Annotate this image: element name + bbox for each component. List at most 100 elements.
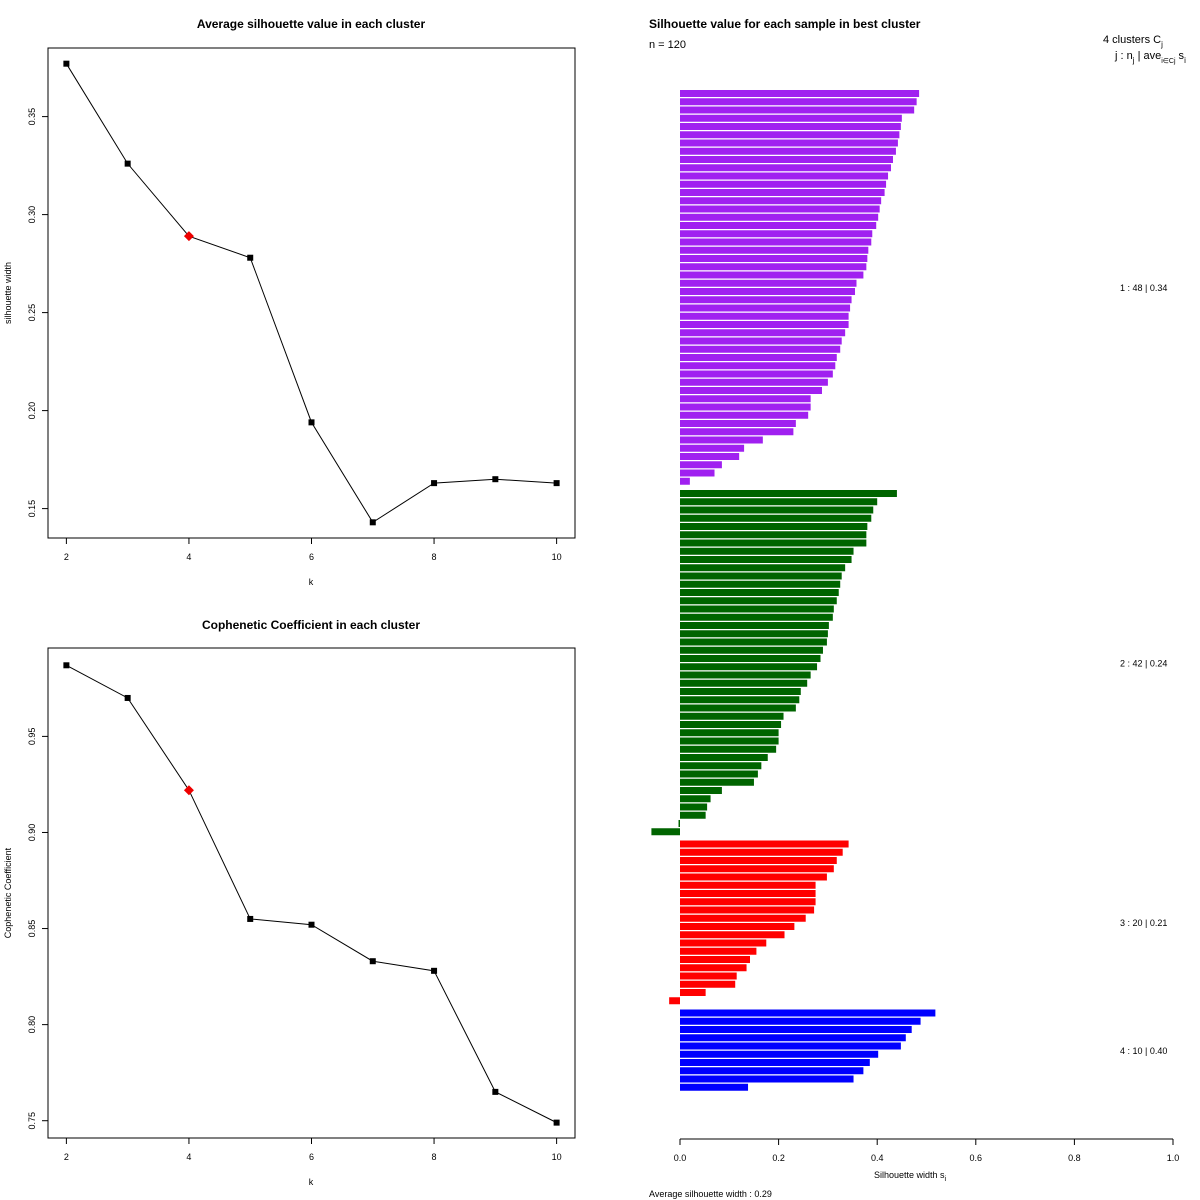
cluster-1-bar (680, 403, 811, 411)
cluster-3-bar (669, 997, 680, 1005)
y-tick-label: 0.35 (27, 108, 37, 126)
cluster-3-bar (680, 848, 843, 856)
chart-title: Cophenetic Coefficient in each cluster (202, 618, 420, 632)
silhouette-bar-chart: Silhouette value for each sample in best… (649, 17, 1186, 1199)
cluster-1-bar (680, 312, 849, 320)
x-tick-label: 0.4 (871, 1153, 884, 1163)
data-point (124, 160, 131, 167)
average-silhouette-label: Average silhouette width : 0.29 (649, 1189, 772, 1199)
plot-frame (47, 647, 576, 1139)
cluster-1-bar (680, 345, 841, 353)
cluster-3-bar (680, 947, 757, 955)
data-point (431, 480, 438, 487)
cluster-2-bar (680, 655, 821, 662)
x-tick-label: 0.0 (674, 1153, 687, 1163)
cluster-1-label: 1 : 48 | 0.34 (1120, 283, 1167, 293)
cluster-1-bar (680, 304, 851, 312)
cluster-1-bar (680, 453, 740, 460)
y-tick-label: 0.20 (27, 402, 37, 420)
cluster-1-bar (680, 387, 822, 394)
cluster-2-bar (680, 580, 841, 588)
cluster-1-bar (680, 172, 889, 180)
cluster-2-bar (680, 531, 867, 539)
x-axis-label: k (309, 577, 314, 587)
cluster-3-bar (680, 914, 806, 922)
cluster-3-bar (680, 865, 834, 873)
cluster-2-bar (680, 630, 828, 638)
x-tick-label: 4 (186, 552, 191, 562)
cluster-4-bar (680, 1009, 936, 1017)
y-tick-label: 0.30 (27, 206, 37, 224)
cophenetic-line-chart: Cophenetic Coefficient in each cluster k… (3, 618, 576, 1187)
data-point (63, 662, 70, 669)
cluster-1-bar (680, 477, 690, 485)
cluster-1-bar (680, 98, 917, 106)
cluster-2-bar (680, 688, 801, 695)
y-tick-label: 0.25 (27, 304, 37, 322)
cluster-1-bar (680, 230, 873, 238)
x-tick-label: 6 (309, 1152, 314, 1162)
x-tick-label: 0.2 (772, 1153, 785, 1163)
cluster-3-bar (680, 931, 785, 939)
cluster-2-bar (680, 663, 818, 671)
cluster-2-bar (680, 539, 867, 547)
cluster-1-bar (680, 197, 882, 205)
cluster-2-bar (680, 671, 811, 679)
cluster-2-bar (680, 646, 823, 654)
cluster-1-bar (680, 321, 849, 328)
cluster-2-bar (651, 828, 680, 836)
legend-header-clusters: 4 clusters Cj (1103, 34, 1163, 49)
cluster-4-bar (680, 1083, 749, 1091)
cluster-2-bar (680, 770, 758, 778)
data-point (369, 519, 376, 526)
y-tick-label: 0.80 (27, 1016, 37, 1034)
cluster-2-bar (680, 514, 872, 522)
cluster-1-bar (680, 222, 877, 229)
cluster-3-bar (680, 881, 816, 889)
cluster-3-bar (680, 890, 816, 897)
cluster-1-bar (680, 180, 887, 188)
cluster-2-bar (680, 745, 777, 753)
cluster-2-bar (680, 490, 897, 497)
cluster-1-bar (680, 271, 864, 279)
y-tick-label: 0.90 (27, 824, 37, 842)
cluster-1-bar (680, 139, 898, 147)
y-tick-label: 0.85 (27, 920, 37, 938)
x-tick-label: 2 (64, 1152, 69, 1162)
cluster-2-bar (680, 564, 846, 572)
cluster-3-label: 3 : 20 | 0.21 (1120, 918, 1167, 928)
cluster-3-bar (680, 857, 837, 864)
x-tick-label: 8 (432, 552, 437, 562)
cluster-1-bar (680, 288, 856, 295)
cluster-1-bar (680, 362, 836, 370)
cluster-2-bar (680, 704, 796, 712)
silhouette-line-chart: Average silhouette value in each cluster… (3, 17, 576, 587)
cluster-4-bar (680, 1059, 870, 1066)
cluster-3-bar (680, 923, 795, 930)
x-tick-label: 6 (309, 552, 314, 562)
cluster-1-bar (680, 131, 900, 139)
cluster-1-bar (680, 255, 868, 262)
highlight-point (183, 231, 194, 242)
cluster-2-bar (680, 523, 868, 530)
cluster-1-bar (680, 164, 892, 172)
cluster-2-bar (680, 795, 711, 803)
cluster-2-bar (680, 721, 782, 728)
x-axis-label: Silhouette width si (874, 1170, 947, 1183)
cluster-3-bar (680, 989, 706, 996)
y-axis-label: Cophenetic Coefficient (3, 847, 13, 938)
cluster-2-bar (680, 737, 779, 745)
cluster-1-bar (680, 370, 833, 378)
cluster-2-bar (680, 696, 800, 704)
cluster-4-bar (680, 1017, 921, 1025)
cluster-3-bar (680, 939, 767, 947)
cluster-3-bar (680, 964, 747, 972)
cluster-4-bar (680, 1067, 864, 1075)
chart-title: Silhouette value for each sample in best… (649, 17, 921, 31)
cluster-2-bar (680, 589, 839, 596)
x-tick-label: 0.8 (1068, 1153, 1081, 1163)
data-point (308, 921, 315, 928)
cluster-2-bar (680, 572, 842, 580)
cluster-2-bar (678, 820, 680, 827)
